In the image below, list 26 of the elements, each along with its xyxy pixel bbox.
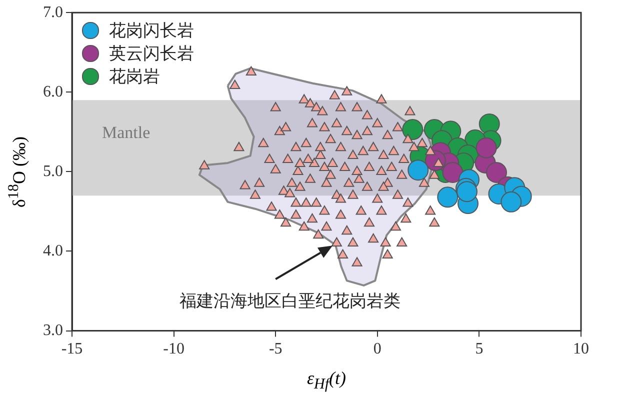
- point: [486, 162, 508, 183]
- x-axis-title: ε$_{Hf}$(t): [306, 368, 346, 394]
- y-tick-label: 7.0: [43, 4, 63, 21]
- x-tick-label: 5: [475, 340, 484, 358]
- x-tick-label: -5: [268, 340, 282, 358]
- legend-label: 花岗岩: [109, 66, 160, 88]
- y-tick-label: 6.0: [43, 83, 63, 100]
- y-tick-label: 4.0: [43, 242, 63, 260]
- point: [408, 160, 429, 181]
- x-tick-label: -10: [163, 340, 184, 358]
- point: [437, 186, 458, 208]
- y-tick-label: 3.0: [43, 322, 63, 340]
- band-label: Mantle: [102, 122, 150, 142]
- legend-label: 花岗闪长岩: [109, 20, 194, 42]
- point: [442, 162, 464, 183]
- point: [478, 113, 500, 134]
- point: [402, 119, 424, 140]
- x-tick-label: -15: [61, 340, 83, 358]
- legend-label: 英云闪长岩: [109, 42, 194, 65]
- point: [456, 181, 478, 202]
- x-tick-label: 10: [573, 340, 589, 358]
- annotation: 福建沿海地区白垩纪花岗岩类: [179, 290, 400, 312]
- point: [500, 191, 522, 212]
- point: [476, 137, 497, 158]
- x-tick-label: 0: [373, 340, 382, 358]
- y-tick-label: 5.0: [43, 162, 63, 180]
